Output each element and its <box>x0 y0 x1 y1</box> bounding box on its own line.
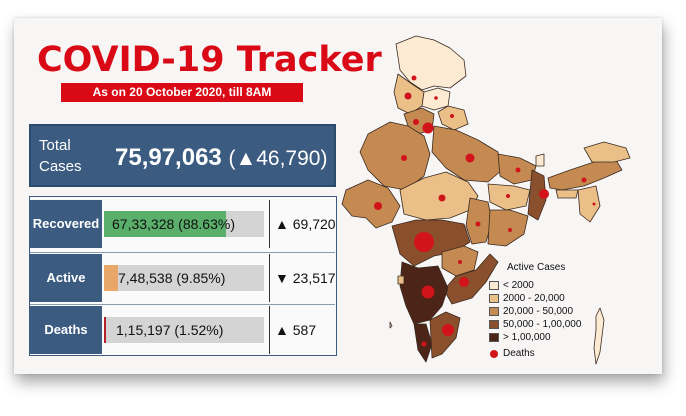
total-cases-panel: Total Cases 75,97,063 (▲46,790) <box>29 124 336 187</box>
death-dot-maharashtra <box>414 232 434 252</box>
india-map <box>341 35 631 365</box>
deaths-row: Deaths 1,15,197 (1.52%) ▲ 587 <box>30 306 335 354</box>
region-andaman <box>593 307 605 365</box>
region-rajasthan <box>359 121 431 191</box>
death-dot-chhattisgarh <box>475 221 481 227</box>
active-value: 7,48,538 (9.85%) <box>118 270 226 286</box>
legend-label: > 1,00,000 <box>503 332 551 343</box>
death-dot-odisha <box>508 228 512 232</box>
legend-swatch <box>489 307 499 316</box>
total-cases-number: 75,97,063 <box>115 144 222 171</box>
recovered-delta: ▲ 69,720 <box>275 216 336 232</box>
region-gujarat <box>341 179 401 229</box>
region-chhattisgarh <box>465 197 493 245</box>
active-row: Active 7,48,538 (9.85%) ▼ 23,517 <box>30 254 336 302</box>
death-dot-haryana <box>413 119 419 125</box>
deaths-bar-fill <box>104 317 106 343</box>
death-dot-assam <box>581 177 587 183</box>
death-dot-bihar <box>515 167 521 173</box>
death-dot-tn <box>442 324 454 336</box>
legend-label: 50,000 - 1,00,000 <box>503 319 582 330</box>
region-odisha <box>487 209 529 247</box>
deaths-value: 1,15,197 (1.52%) <box>116 322 224 338</box>
deaths-label: Deaths <box>30 306 102 354</box>
deaths-delta: ▲ 587 <box>275 322 317 338</box>
total-label-line1: Total <box>39 137 71 154</box>
region-meghalaya <box>555 189 579 199</box>
death-dot-kerala <box>421 341 427 347</box>
region-ap <box>443 253 499 305</box>
death-dot-uttarakhand <box>450 114 454 118</box>
active-delta: ▼ 23,517 <box>275 270 336 286</box>
region-arunachal <box>583 141 631 163</box>
death-dot-karnataka <box>421 285 435 299</box>
column-divider <box>269 306 270 354</box>
column-divider <box>269 200 270 248</box>
death-dot-punjab <box>404 92 412 100</box>
recovered-row: Recovered 67,33,328 (88.63%) ▲ 69,720 <box>30 200 336 248</box>
recovered-bar-fill <box>104 211 226 237</box>
column-divider <box>269 254 270 302</box>
legend-label: 2000 - 20,000 <box>503 293 565 304</box>
active-bar-fill <box>104 265 118 291</box>
region-ne-south <box>577 185 601 223</box>
total-cases-value: 75,97,063 (▲46,790) <box>115 144 327 172</box>
death-dot-northeast <box>592 202 596 206</box>
death-dot-telangana <box>458 260 462 264</box>
page-title: COVID-19 Tracker <box>37 40 382 80</box>
death-dot-gujarat <box>374 202 382 210</box>
death-dot-mp <box>438 194 446 202</box>
legend-swatch <box>489 320 499 329</box>
death-dot-himachal <box>434 96 438 100</box>
row-divider <box>30 252 335 253</box>
death-dot-up <box>465 153 475 163</box>
row-divider <box>30 304 335 305</box>
legend-swatch <box>489 294 499 303</box>
legend-label: 20,000 - 50,000 <box>503 306 574 317</box>
region-up <box>431 125 503 183</box>
region-assam <box>547 159 623 191</box>
death-dot-rajasthan <box>401 155 407 161</box>
legend-swatch <box>489 333 499 342</box>
recovered-label: Recovered <box>30 200 102 248</box>
recovered-bar: 67,33,328 (88.63%) <box>104 211 264 237</box>
stats-table: Recovered 67,33,328 (88.63%) ▲ 69,720 Ac… <box>29 196 337 356</box>
recovered-value: 67,33,328 (88.63%) <box>112 216 235 232</box>
region-wb <box>527 169 547 221</box>
death-dot-wb <box>539 189 549 199</box>
legend-label: < 2000 <box>503 280 534 291</box>
region-uttarakhand <box>437 105 469 131</box>
total-cases-label: Total Cases <box>39 135 99 177</box>
total-cases-delta: (▲46,790) <box>228 147 328 170</box>
death-dot-jharkhand <box>506 194 510 198</box>
legend-swatch <box>489 281 499 290</box>
region-sikkim <box>535 153 545 167</box>
active-label: Active <box>30 254 102 302</box>
deaths-bar: 1,15,197 (1.52%) <box>104 317 264 343</box>
region-lakshadweep <box>389 321 393 329</box>
active-bar: 7,48,538 (9.85%) <box>104 265 264 291</box>
date-subtitle: As on 20 October 2020, till 8AM <box>61 83 303 102</box>
deaths-dot-icon <box>490 350 498 358</box>
total-label-line2: Cases <box>39 158 82 175</box>
legend-deaths-label: Deaths <box>503 348 535 359</box>
death-dot-jk <box>411 75 417 81</box>
death-dot-ap <box>459 277 469 287</box>
legend-title: Active Cases <box>507 262 566 273</box>
death-dot-delhi <box>422 122 434 134</box>
region-goa <box>397 275 405 285</box>
